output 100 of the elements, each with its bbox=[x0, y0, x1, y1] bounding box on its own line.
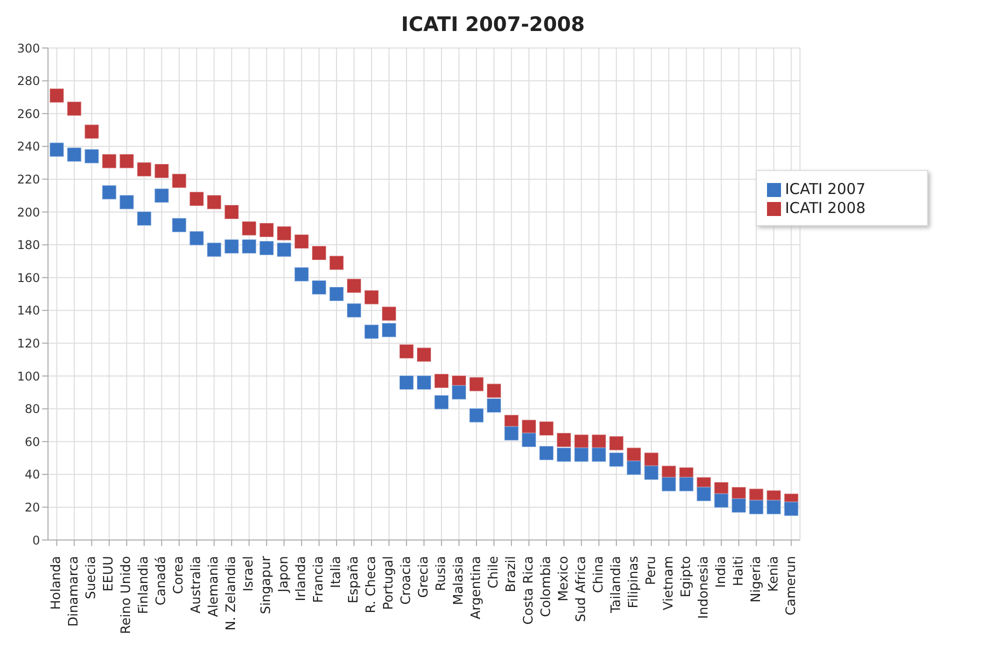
point bbox=[608, 452, 624, 468]
point bbox=[626, 447, 642, 462]
point bbox=[521, 432, 536, 448]
y-tick-label: 300 bbox=[17, 41, 40, 56]
x-tick-label: Italia bbox=[329, 556, 344, 588]
y-tick-label: 140 bbox=[17, 304, 40, 318]
chart-title: ICATI 2007-2008 bbox=[400, 11, 586, 38]
point bbox=[224, 238, 240, 254]
point bbox=[644, 465, 659, 480]
point bbox=[154, 164, 170, 178]
y-tick-label: 160 bbox=[17, 270, 40, 285]
point bbox=[661, 476, 676, 492]
point bbox=[189, 230, 204, 246]
point bbox=[49, 142, 64, 158]
y-tick-label: 180 bbox=[17, 238, 40, 252]
point bbox=[766, 500, 782, 515]
x-tick-label: Nigeria bbox=[748, 556, 764, 603]
point bbox=[696, 486, 712, 502]
y-tick-label: 0 bbox=[32, 533, 40, 548]
point bbox=[312, 280, 327, 295]
point bbox=[468, 376, 484, 392]
point bbox=[416, 375, 432, 390]
point bbox=[784, 501, 799, 516]
x-tick-label: China bbox=[591, 556, 606, 594]
x-tick-label: Chile bbox=[486, 556, 502, 589]
x-tick-label: Portugal bbox=[382, 556, 397, 610]
x-tick-label: Haiti bbox=[731, 556, 746, 586]
x-tick-label: Indonesia bbox=[696, 556, 712, 619]
point bbox=[538, 420, 554, 436]
point bbox=[136, 211, 152, 226]
point bbox=[224, 204, 240, 220]
y-tick-label: 40 bbox=[24, 468, 40, 482]
x-tick-label: Kenia bbox=[766, 556, 782, 592]
point bbox=[102, 154, 117, 169]
x-tick-label: Australia bbox=[189, 556, 204, 614]
point bbox=[678, 476, 694, 492]
point bbox=[714, 493, 729, 508]
point bbox=[574, 447, 589, 462]
point bbox=[486, 383, 502, 398]
point bbox=[136, 162, 152, 177]
x-tick-label: Singapur bbox=[259, 555, 274, 614]
y-tick-label: 240 bbox=[17, 140, 40, 154]
x-tick-label: Malasia bbox=[451, 556, 466, 606]
point bbox=[416, 347, 432, 362]
point bbox=[556, 432, 572, 448]
point bbox=[66, 147, 82, 162]
point bbox=[591, 447, 606, 462]
point bbox=[364, 324, 380, 340]
point bbox=[382, 306, 397, 322]
x-tick-label: España bbox=[346, 556, 362, 604]
point bbox=[468, 408, 484, 423]
x-tick-label: Vietnam bbox=[661, 556, 676, 610]
x-tick-label: Israel bbox=[242, 556, 257, 592]
y-tick-label: 200 bbox=[17, 205, 40, 220]
point bbox=[206, 194, 222, 210]
x-tick-label: Alemania bbox=[206, 556, 222, 617]
x-tick-label: Filipinas bbox=[626, 556, 642, 608]
x-tick-label: N. Zelandia bbox=[224, 556, 240, 631]
point bbox=[556, 447, 572, 462]
x-tick-label: Peru bbox=[644, 556, 659, 585]
x-tick-label: India bbox=[714, 556, 729, 588]
x-tick-label: Egipto bbox=[678, 556, 694, 598]
x-tick-label: Finlandia bbox=[136, 556, 152, 614]
x-tick-label: Colombia bbox=[538, 556, 554, 618]
point bbox=[189, 191, 204, 206]
x-tick-label: Reino Unido bbox=[119, 556, 134, 634]
point bbox=[329, 255, 344, 270]
x-tick-label: Francia bbox=[312, 556, 327, 603]
x-tick-label: Argentina bbox=[468, 556, 484, 620]
point bbox=[608, 436, 624, 451]
point bbox=[312, 246, 327, 260]
point bbox=[748, 500, 764, 515]
x-tick-label: Grecia bbox=[416, 556, 432, 598]
point bbox=[242, 220, 257, 236]
point bbox=[399, 344, 414, 359]
x-tick-label: Suecia bbox=[84, 556, 100, 600]
point bbox=[259, 240, 274, 256]
y-tick-label: 20 bbox=[24, 500, 40, 514]
x-tick-label: Croacia bbox=[399, 556, 414, 605]
legend-label: ICATI 2008 bbox=[785, 199, 866, 217]
point bbox=[172, 218, 187, 233]
point bbox=[102, 184, 117, 200]
x-tick-label: R. Checa bbox=[364, 556, 380, 614]
x-tick-label: Tailandia bbox=[608, 556, 624, 614]
point bbox=[49, 88, 64, 104]
x-tick-label: Irlanda bbox=[294, 556, 310, 602]
point bbox=[84, 124, 100, 140]
point bbox=[434, 373, 449, 388]
point bbox=[276, 226, 292, 241]
point bbox=[172, 173, 187, 188]
point bbox=[486, 398, 502, 414]
point bbox=[329, 286, 344, 302]
point bbox=[399, 375, 414, 390]
y-tick-label: 100 bbox=[17, 369, 40, 384]
x-tick-label: Dinamarca bbox=[66, 556, 82, 627]
point bbox=[731, 498, 746, 514]
point bbox=[538, 446, 554, 461]
point bbox=[84, 148, 100, 164]
x-tick-label: EEUU bbox=[102, 556, 117, 592]
point bbox=[242, 238, 257, 254]
